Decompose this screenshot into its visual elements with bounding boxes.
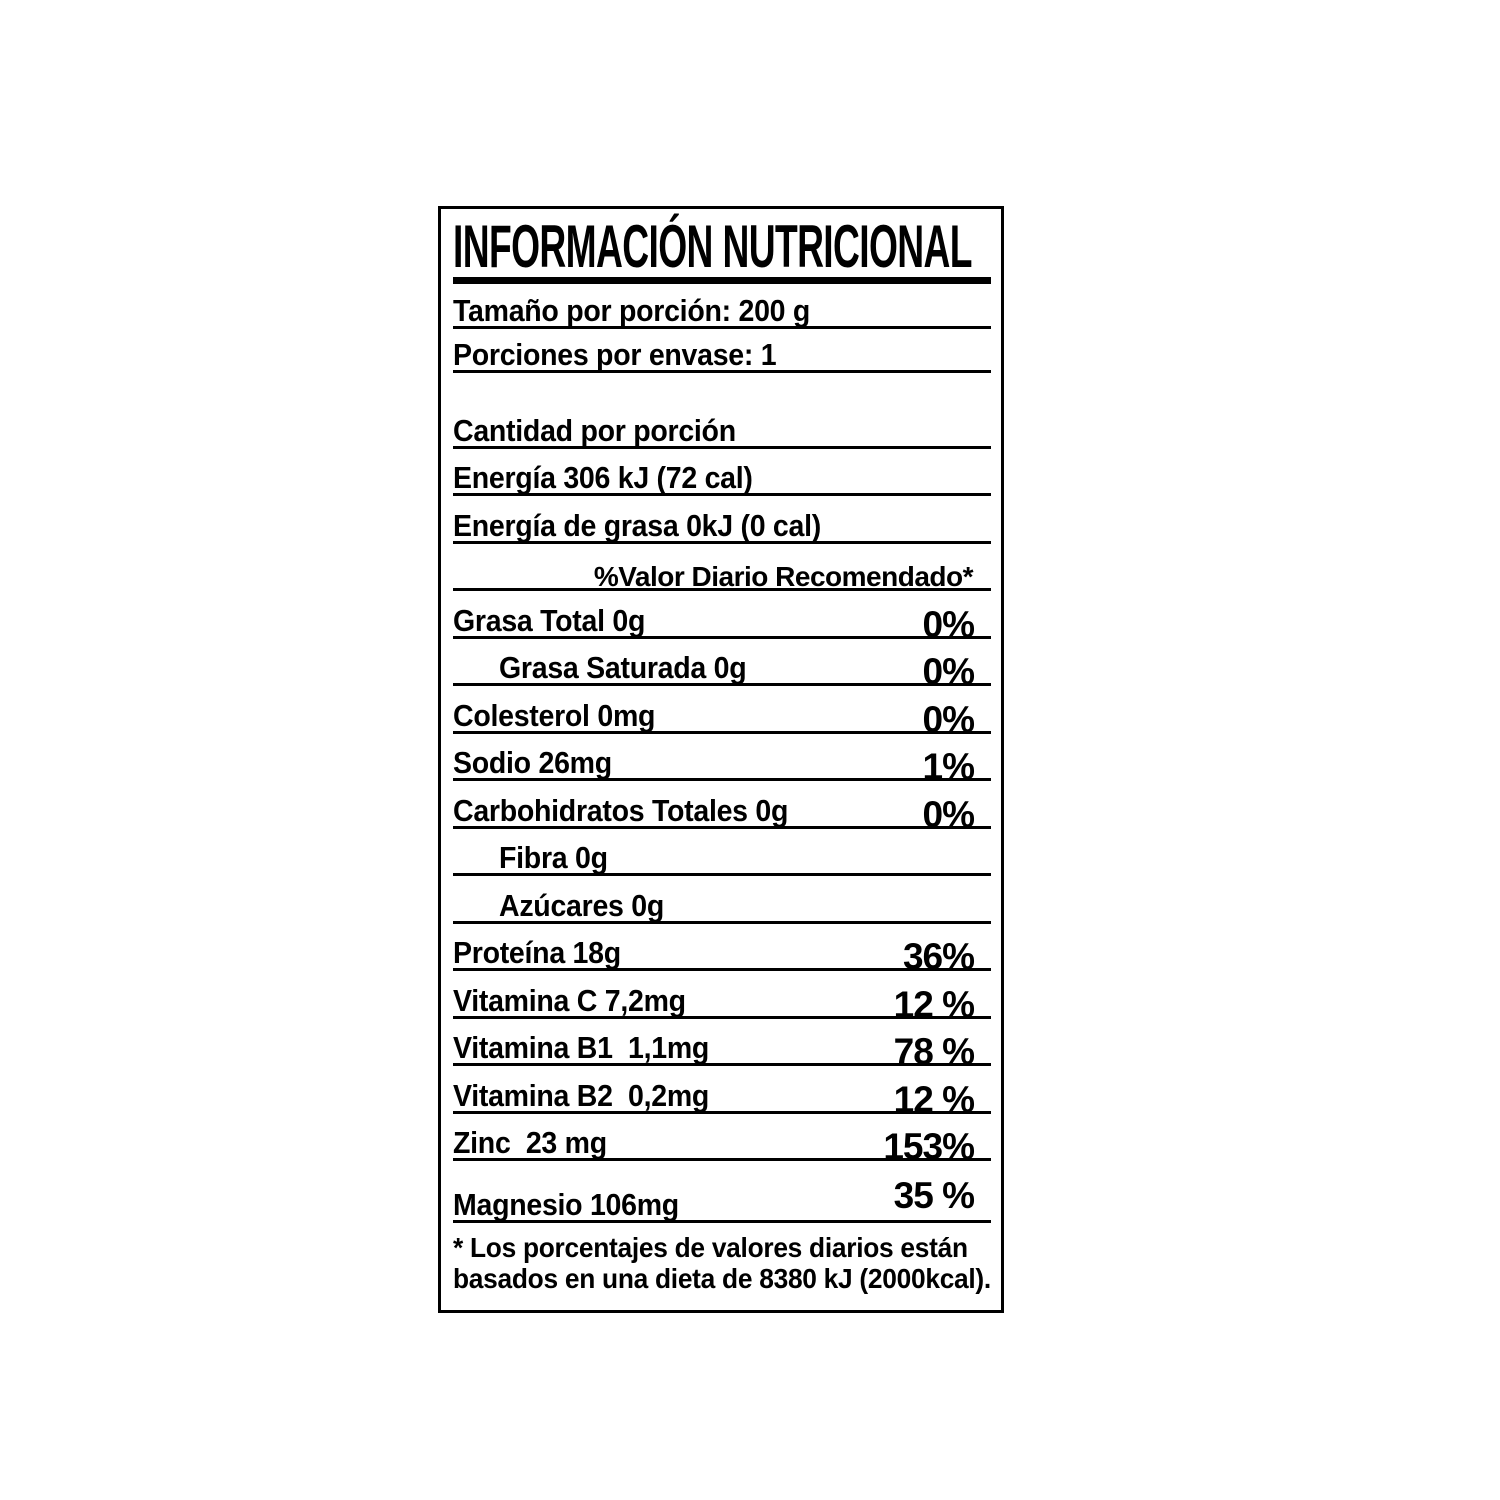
row-percent: 12 % — [893, 983, 975, 1025]
row-label: Vitamina C 7,2mg — [453, 982, 686, 1018]
row-azucares: Azúcares 0g — [453, 876, 991, 924]
nutrition-label: INFORMACIÓN NUTRICIONAL Tamaño por porci… — [438, 206, 1004, 1313]
valor-diario-header-text: %Valor Diario Recomendado* — [593, 561, 974, 592]
row-vitamina-b2: Vitamina B2 0,2mg 12 % — [453, 1066, 991, 1118]
footnote-line1: * Los porcentajes de valores diarios est… — [453, 1232, 968, 1263]
row-label: Tamaño por porción: 200 g — [453, 292, 811, 328]
row-energia-de-grasa: Energía de grasa 0kJ (0 cal) — [453, 496, 991, 544]
row-cantidad-por-porcion: Cantidad por porción — [453, 401, 991, 449]
row-magnesio: Magnesio 106mg 35 % — [453, 1161, 991, 1223]
row-label: Fibra 0g — [499, 840, 608, 875]
footnote: * Los porcentajes de valores diarios est… — [453, 1223, 991, 1294]
row-colesterol: Colesterol 0mg 0% — [453, 686, 991, 738]
row-label: Proteína 18g — [453, 935, 621, 970]
row-percent: 36% — [902, 936, 975, 977]
section-gap — [453, 373, 991, 401]
row-percent: 12 % — [893, 1078, 975, 1120]
row-grasa-saturada: Grasa Saturada 0g 0% — [453, 639, 991, 692]
row-percent: 78 % — [893, 1031, 975, 1072]
row-percent: 35 % — [893, 1175, 975, 1216]
row-valor-diario-header: %Valor Diario Recomendado* — [453, 544, 991, 592]
row-label: Colesterol 0mg — [453, 697, 656, 733]
row-percent: 0% — [922, 603, 975, 645]
row-zinc: Zinc 23 mg 153% — [453, 1114, 991, 1167]
row-fibra: Fibra 0g — [453, 829, 991, 876]
row-label: Energía 306 kJ (72 cal) — [453, 460, 753, 495]
row-label: Magnesio 106mg — [453, 1187, 679, 1222]
row-vitamina-c: Vitamina C 7,2mg 12 % — [453, 971, 991, 1023]
row-sodio: Sodio 26mg 1% — [453, 734, 991, 787]
row-proteina: Proteína 18g 36% — [453, 924, 991, 977]
row-label: Vitamina B1 1,1mg — [453, 1030, 710, 1065]
footnote-line2: basados en una dieta de 8380 kJ (2000kca… — [453, 1263, 991, 1294]
title-divider — [453, 277, 991, 284]
label-title: INFORMACIÓN NUTRICIONAL — [453, 209, 991, 277]
row-carbohidratos: Carbohidratos Totales 0g 0% — [453, 781, 991, 833]
row-tamano-porcion: Tamaño por porción: 200 g — [453, 284, 991, 329]
row-label: Porciones por envase: 1 — [453, 337, 777, 372]
row-label: Grasa Saturada 0g — [499, 650, 747, 685]
row-vitamina-b1: Vitamina B1 1,1mg 78 % — [453, 1019, 991, 1072]
label-title-text: INFORMACIÓN NUTRICIONAL — [453, 213, 973, 280]
row-percent: 153% — [883, 1126, 975, 1167]
row-percent: 1% — [922, 746, 975, 787]
row-label: Cantidad por porción — [453, 412, 736, 448]
row-label: Grasa Total 0g — [453, 602, 646, 638]
row-percent: 0% — [922, 651, 975, 692]
row-grasa-total: Grasa Total 0g 0% — [453, 591, 991, 643]
row-label: Sodio 26mg — [453, 745, 612, 780]
row-label: Carbohidratos Totales 0g — [453, 792, 789, 828]
row-energia: Energía 306 kJ (72 cal) — [453, 449, 991, 496]
row-percent: 0% — [922, 793, 975, 835]
row-label: Zinc 23 mg — [453, 1125, 607, 1160]
row-percent: 0% — [922, 698, 975, 740]
row-label: Energía de grasa 0kJ (0 cal) — [453, 507, 821, 543]
row-label: Vitamina B2 0,2mg — [453, 1077, 710, 1113]
row-porciones-envase: Porciones por envase: 1 — [453, 329, 991, 373]
row-label: Azúcares 0g — [499, 887, 664, 923]
